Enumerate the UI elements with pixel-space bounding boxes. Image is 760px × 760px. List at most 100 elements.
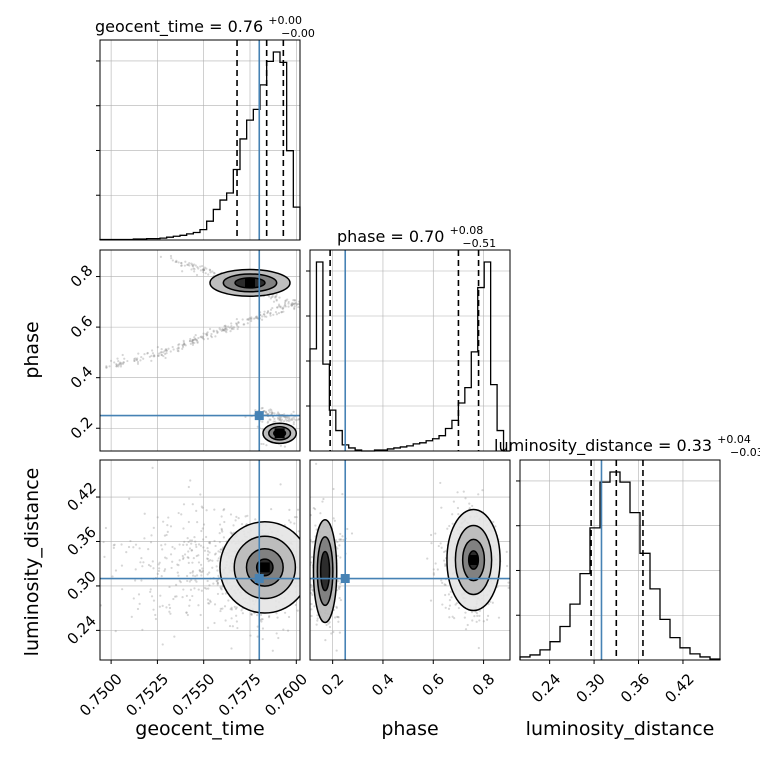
sample-point — [203, 266, 206, 269]
sample-point — [235, 620, 238, 623]
sample-point — [275, 298, 278, 301]
sample-point — [153, 355, 156, 358]
sample-point — [284, 300, 287, 303]
sample-point — [204, 661, 206, 663]
sample-point — [311, 588, 314, 591]
sample-point — [302, 604, 304, 606]
sample-point — [177, 574, 180, 577]
sample-point — [464, 628, 468, 631]
sample-point — [160, 544, 163, 547]
sample-point — [267, 409, 270, 412]
sample-point — [286, 416, 289, 420]
sample-point — [187, 550, 190, 553]
sample-point — [261, 315, 264, 318]
sample-point — [211, 566, 214, 569]
sample-point — [173, 547, 176, 550]
sample-point — [169, 350, 172, 353]
sample-point — [180, 264, 183, 267]
sample-point — [190, 268, 193, 271]
sample-point — [142, 357, 145, 360]
sample-point — [181, 343, 184, 346]
sample-point — [171, 545, 174, 549]
sample-point — [199, 335, 202, 339]
sample-point — [444, 606, 447, 609]
sample-point — [247, 318, 250, 321]
sample-point — [152, 567, 155, 570]
sample-point — [497, 616, 501, 619]
sample-point — [292, 302, 295, 306]
sample-point — [169, 612, 172, 615]
sample-point — [185, 543, 188, 546]
sample-point — [264, 410, 267, 413]
sample-point — [223, 325, 226, 328]
sample-point — [183, 343, 186, 346]
sample-point — [451, 615, 454, 618]
sample-point — [138, 547, 141, 550]
sample-point — [156, 516, 159, 519]
sample-point — [177, 511, 180, 515]
sample-point — [340, 538, 343, 541]
sample-point — [180, 264, 183, 267]
sample-point — [279, 444, 283, 447]
sample-point — [203, 549, 207, 552]
density-peak — [245, 277, 255, 288]
sample-point — [339, 582, 342, 585]
sample-point — [269, 308, 273, 311]
sample-point — [295, 515, 298, 519]
sample-point — [267, 412, 270, 416]
sample-point — [177, 343, 180, 346]
sample-point — [201, 270, 205, 274]
contours-ld-phase — [312, 508, 501, 624]
sample-point — [219, 607, 222, 610]
sample-point — [219, 609, 222, 613]
truth-lines-ld-phase — [310, 460, 510, 660]
title-sup-phase: +0.08 — [450, 224, 484, 237]
sample-point — [175, 259, 178, 262]
sample-point — [205, 535, 208, 539]
sample-point — [152, 526, 155, 529]
sample-point — [350, 532, 354, 535]
sample-point — [191, 338, 194, 342]
sample-point — [202, 268, 206, 272]
sample-point — [206, 333, 209, 336]
x-tick-label: 0.36 — [617, 670, 653, 706]
sample-point — [172, 348, 175, 351]
sample-point — [150, 354, 153, 357]
sample-point — [198, 569, 202, 572]
sample-point — [339, 538, 342, 541]
sample-point — [280, 418, 284, 421]
sample-point — [219, 586, 222, 589]
sample-point — [254, 316, 257, 320]
sample-point — [236, 626, 239, 630]
sample-point — [195, 339, 198, 342]
sample-point — [213, 603, 217, 606]
sample-point — [210, 336, 213, 339]
sample-point — [129, 539, 132, 543]
sample-point — [481, 489, 484, 492]
y-tick-label: 0.24 — [63, 612, 99, 648]
sample-point — [192, 338, 195, 342]
sample-point — [169, 553, 173, 556]
sample-point — [178, 559, 181, 562]
sample-point — [282, 310, 285, 313]
sample-point — [200, 563, 203, 566]
sample-point — [214, 335, 217, 338]
sample-point — [278, 417, 281, 420]
sample-point — [182, 588, 185, 591]
sample-point — [194, 333, 197, 337]
sample-point — [181, 596, 184, 599]
sample-point — [280, 311, 283, 314]
sample-point — [293, 306, 296, 309]
y-tick-label: 0.6 — [67, 312, 97, 342]
sample-point — [161, 604, 164, 607]
sample-point — [121, 588, 124, 591]
sample-point — [118, 362, 121, 366]
sample-point — [190, 549, 193, 552]
sample-point — [216, 581, 219, 585]
sample-point — [230, 606, 233, 609]
sample-point — [168, 585, 171, 589]
quantiles-geocent-time — [236, 40, 285, 240]
sample-point — [202, 268, 205, 272]
x-tick-label: 0.7575 — [215, 670, 265, 720]
sample-point — [470, 611, 474, 614]
